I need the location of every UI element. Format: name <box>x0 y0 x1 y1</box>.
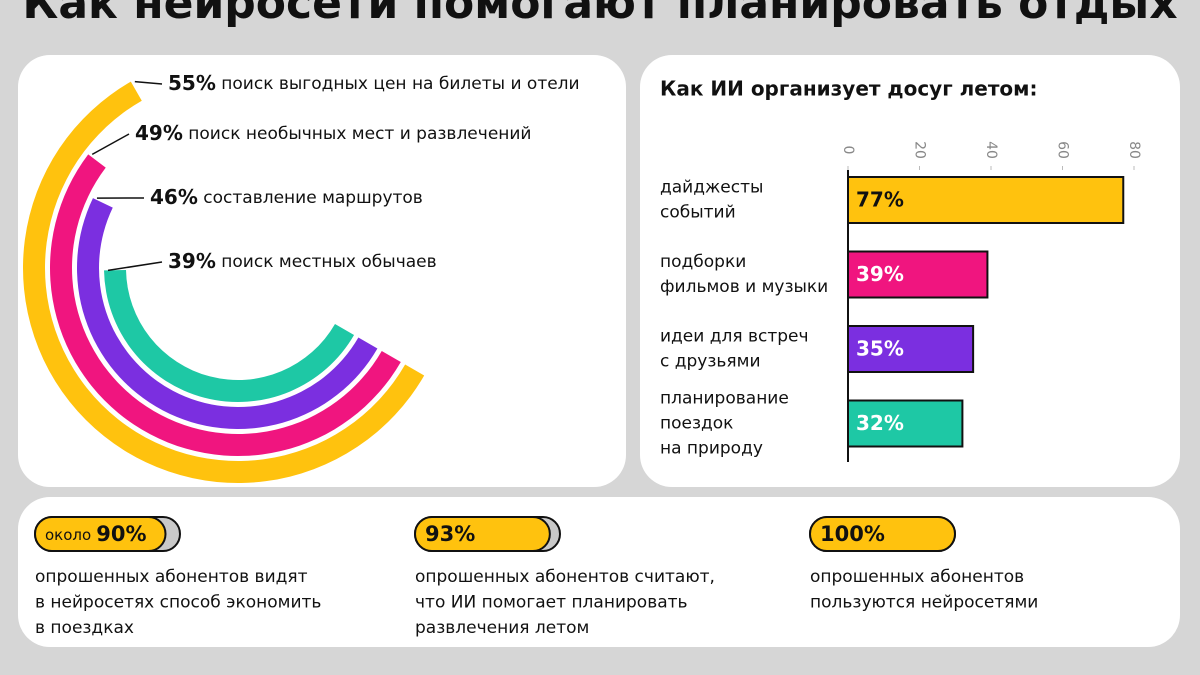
stat-value: 100% <box>820 522 885 546</box>
category-label: на природу <box>660 439 763 459</box>
x-tick-label: 20 <box>912 141 928 159</box>
category-label: дайджесты <box>660 178 763 198</box>
bar <box>847 399 964 448</box>
x-tick-label: 0 <box>840 146 856 155</box>
x-tick-label: 80 <box>1126 141 1142 159</box>
stat-text: опрошенных абонентов <box>810 567 1024 587</box>
pill-fill <box>809 516 956 552</box>
arc-bar <box>104 269 355 402</box>
pill-fill <box>414 516 551 552</box>
connector <box>134 80 163 85</box>
connector <box>91 133 130 156</box>
category-label: планирование <box>660 389 789 409</box>
arc-bar <box>49 154 401 457</box>
category-label: с друзьями <box>660 352 761 372</box>
stat-text: что ИИ помогает планировать <box>415 593 688 613</box>
stat-text: в нейросетях способ экономить <box>35 593 321 613</box>
arc-bar <box>77 198 378 429</box>
value-label: 39% <box>856 262 904 286</box>
value-label: 46% <box>150 185 198 209</box>
stat-value: 93% <box>425 522 475 546</box>
stat-label: 100% <box>820 522 885 546</box>
value-label: 32% <box>856 411 904 435</box>
stat-prefix: около <box>45 526 91 544</box>
value-label: 35% <box>856 337 904 361</box>
stat-label: 93% <box>425 522 475 546</box>
category-label: составление маршрутов <box>203 188 423 208</box>
x-tick-label: 40 <box>983 141 999 159</box>
value-label: 49% <box>135 121 183 145</box>
category-label: идеи для встреч <box>660 327 809 347</box>
stat-text: опрошенных абонентов считают, <box>415 567 715 587</box>
category-label: фильмов и музыки <box>660 277 828 297</box>
arc-label: 55% поиск выгодных цен на билеты и отели <box>168 71 580 95</box>
category-label: поиск местных обычаев <box>221 252 436 272</box>
category-label: поиск выгодных цен на билеты и отели <box>221 74 579 94</box>
category-label: подборки <box>660 252 746 272</box>
pill-fill <box>34 516 167 552</box>
stat-label: около 90% <box>45 522 147 546</box>
arc-label: 39% поиск местных обычаев <box>168 249 437 273</box>
category-label: поездок <box>660 414 733 434</box>
stat-text: развлечения летом <box>415 618 589 638</box>
bar-chart-title: Как ИИ организует досуг летом: <box>660 77 1038 101</box>
connector <box>107 261 163 272</box>
bar <box>847 250 989 299</box>
value-label: 77% <box>856 188 904 212</box>
stat-text: опрошенных абонентов видят <box>35 567 308 587</box>
bar <box>847 176 1125 224</box>
x-tick-label: 60 <box>1055 141 1071 159</box>
category-label: событий <box>660 203 736 223</box>
value-label: 39% <box>168 249 216 273</box>
category-label: поиск необычных мест и развлечений <box>188 124 531 144</box>
arc-label: 49% поиск необычных мест и развлечений <box>135 121 532 145</box>
stat-value: 90% <box>96 522 146 546</box>
value-label: 55% <box>168 71 216 95</box>
stat-text: пользуются нейросетями <box>810 593 1038 613</box>
bar <box>847 325 975 373</box>
arc-label: 46% составление маршрутов <box>150 185 423 209</box>
page-title: Как нейросети помогают планировать отдых <box>22 0 1177 29</box>
stat-text: в поездках <box>35 618 134 638</box>
